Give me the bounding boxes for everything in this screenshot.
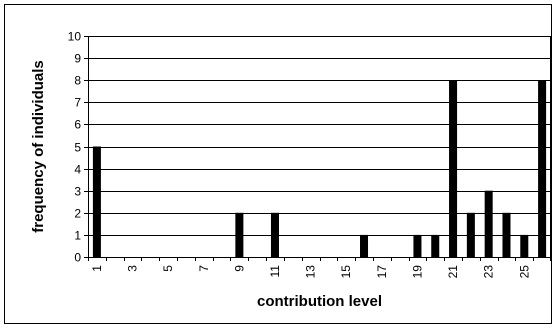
y-tick-label-2: 2 xyxy=(74,207,81,221)
bar-9 xyxy=(235,212,244,257)
x-tick-label-3: 3 xyxy=(126,265,140,272)
bars xyxy=(92,80,547,257)
x-tick-label-11: 11 xyxy=(268,265,282,278)
gridlines xyxy=(88,36,551,258)
bar-16 xyxy=(360,234,369,257)
bar-25 xyxy=(520,234,529,257)
x-tick-label-5: 5 xyxy=(161,265,175,272)
bar-26 xyxy=(538,80,547,257)
y-tick-label-3: 3 xyxy=(74,185,81,199)
y-tick-label-4: 4 xyxy=(74,163,81,177)
bar-20 xyxy=(431,234,440,257)
bar-11 xyxy=(270,212,279,257)
bar-21 xyxy=(449,80,458,257)
x-tick-label-9: 9 xyxy=(232,265,246,272)
bar-24 xyxy=(502,212,511,257)
x-tick-label-17: 17 xyxy=(375,265,389,279)
y-tick-label-8: 8 xyxy=(74,74,81,88)
x-tick-label-1: 1 xyxy=(90,265,104,272)
x-tick-label-15: 15 xyxy=(339,265,353,279)
x-tick-label-7: 7 xyxy=(197,265,211,272)
y-tick-label-7: 7 xyxy=(74,96,81,110)
x-tick-label-23: 23 xyxy=(482,265,496,279)
x-tick-labels: 1 3 5 7 9 11 13 15 17 19 21 23 25 xyxy=(90,265,531,279)
y-tick-labels: 0 1 2 3 4 5 6 7 8 9 10 xyxy=(68,30,82,265)
bar-23 xyxy=(484,190,493,257)
bar-1 xyxy=(92,146,101,257)
x-tick-label-21: 21 xyxy=(446,265,460,279)
y-axis-title: frequency of individuals xyxy=(30,60,47,233)
x-axis-title: contribution level xyxy=(257,293,382,310)
y-tick-label-5: 5 xyxy=(74,141,81,155)
bar-19 xyxy=(413,234,422,257)
x-tick-label-13: 13 xyxy=(304,265,318,279)
bar-22 xyxy=(466,212,475,257)
x-tick-label-19: 19 xyxy=(410,265,424,279)
y-tick-label-6: 6 xyxy=(74,118,81,132)
y-tick-label-9: 9 xyxy=(74,52,81,66)
plot-area-border xyxy=(88,36,551,258)
axes xyxy=(84,36,551,261)
x-tick-label-25: 25 xyxy=(517,265,531,279)
y-tick-label-10: 10 xyxy=(68,30,82,44)
y-tick-label-1: 1 xyxy=(74,229,81,243)
y-tick-label-0: 0 xyxy=(74,251,81,265)
